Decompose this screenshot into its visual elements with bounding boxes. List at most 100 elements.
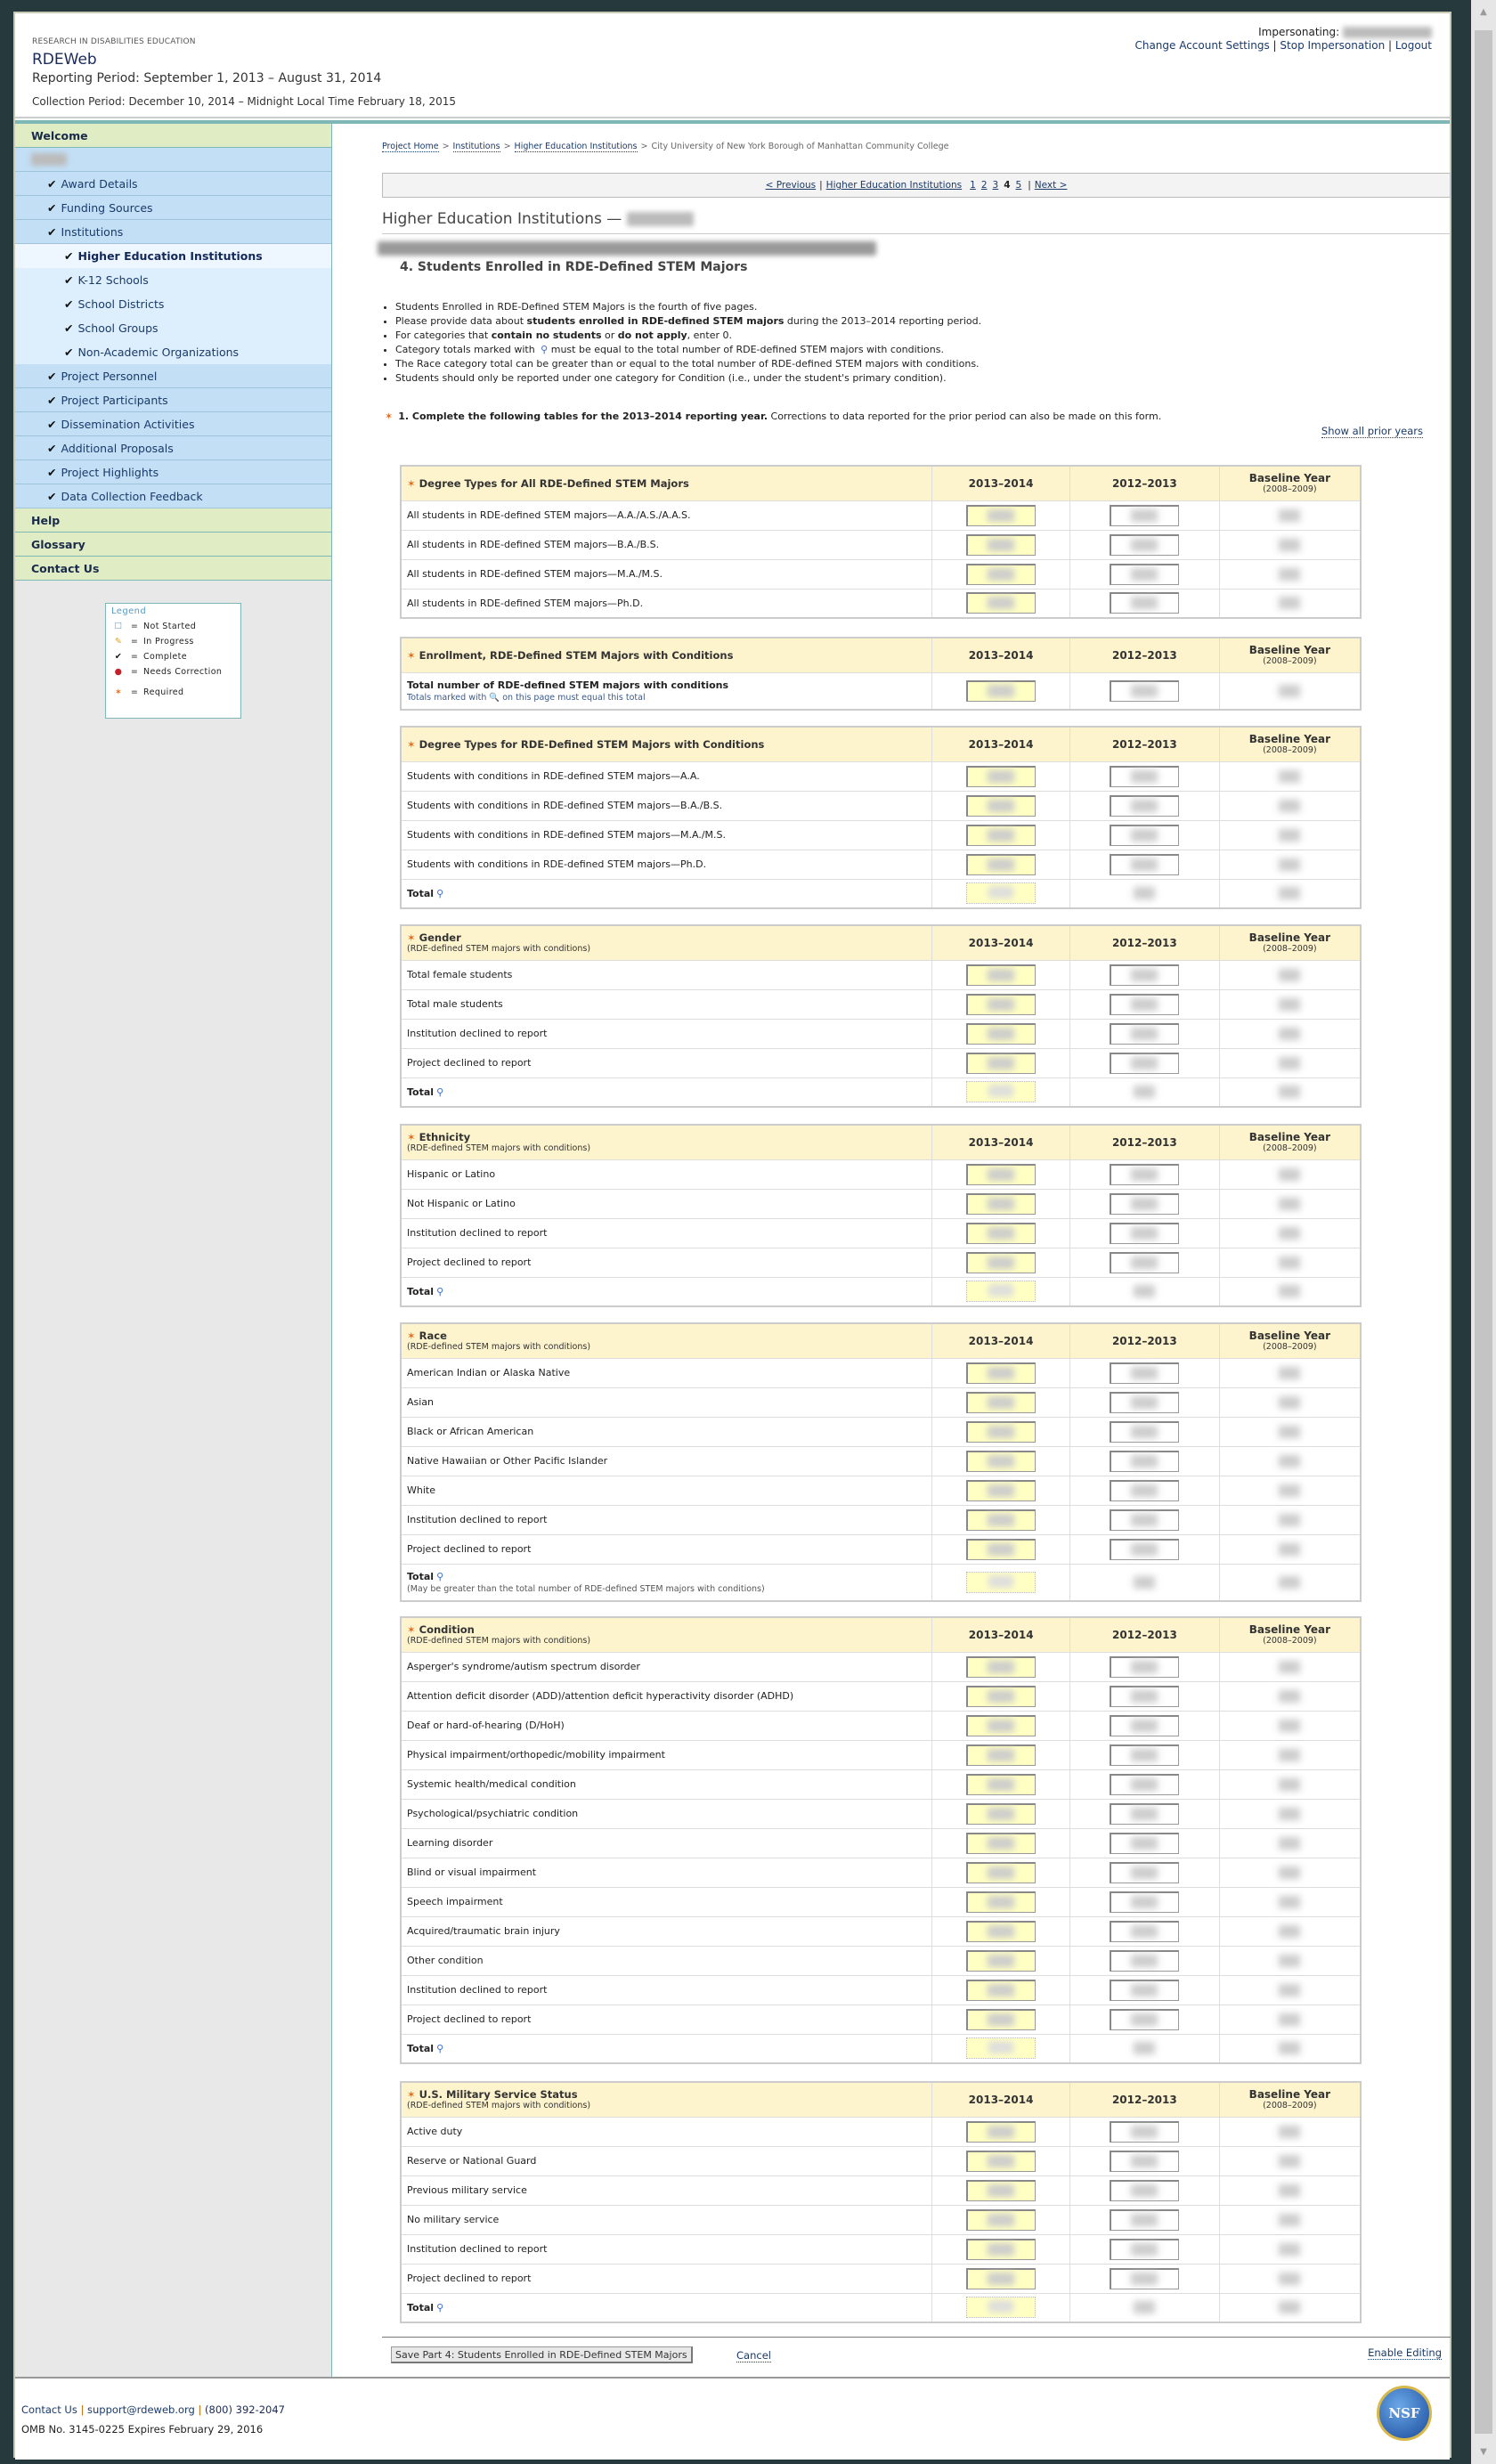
input-2013-2014[interactable]: [966, 2238, 1037, 2260]
input-2012-2013[interactable]: [1110, 2150, 1180, 2172]
page-2-link[interactable]: 2: [980, 180, 988, 191]
sidebar-item-data-collection-feedback[interactable]: ✔ Data Collection Feedback: [15, 484, 331, 508]
input-2012-2013[interactable]: [1110, 2120, 1180, 2143]
input-2013-2014[interactable]: [966, 765, 1037, 787]
input-2012-2013[interactable]: [1110, 1714, 1180, 1736]
input-2013-2014[interactable]: [966, 824, 1037, 846]
input-2013-2014[interactable]: [966, 1949, 1037, 1972]
input-2013-2014[interactable]: [966, 1655, 1037, 1678]
input-2012-2013[interactable]: [1110, 1979, 1180, 2001]
input-2013-2014[interactable]: [966, 1979, 1037, 2001]
input-2013-2014[interactable]: [966, 1192, 1037, 1215]
breadcrumb-higher-education-institutions[interactable]: Higher Education Institutions: [514, 142, 638, 152]
input-2012-2013[interactable]: [1110, 1022, 1180, 1045]
input-2012-2013[interactable]: [1110, 592, 1180, 614]
input-2012-2013[interactable]: [1110, 563, 1180, 585]
input-2012-2013[interactable]: [1110, 1949, 1180, 1972]
input-2012-2013[interactable]: [1110, 2238, 1180, 2260]
section-link[interactable]: Higher Education Institutions: [825, 180, 963, 191]
input-2012-2013[interactable]: [1110, 1655, 1180, 1678]
input-2013-2014[interactable]: [966, 1391, 1037, 1413]
input-2012-2013[interactable]: [1110, 1222, 1180, 1244]
input-2013-2014[interactable]: [966, 1052, 1037, 1074]
input-2012-2013[interactable]: [1110, 1362, 1180, 1384]
sidebar-help[interactable]: Help: [15, 508, 331, 533]
enable-editing-link[interactable]: Enable Editing: [1368, 2346, 1442, 2360]
breadcrumb-project-home[interactable]: Project Home: [382, 142, 439, 152]
input-2013-2014[interactable]: [966, 1420, 1037, 1443]
input-2012-2013[interactable]: [1110, 1861, 1180, 1883]
input-2012-2013[interactable]: [1110, 1832, 1180, 1854]
input-2013-2014[interactable]: [966, 533, 1037, 556]
sidebar-item-institutions[interactable]: ✔ Institutions: [15, 220, 331, 244]
sidebar-item-non-academic-organizations[interactable]: ✔ Non-Academic Organizations: [15, 340, 331, 364]
input-2013-2014[interactable]: [966, 1685, 1037, 1707]
input-2013-2014[interactable]: [966, 679, 1037, 702]
scrollbar-thumb[interactable]: [1475, 30, 1492, 2434]
input-2012-2013[interactable]: [1110, 1479, 1180, 1501]
input-2012-2013[interactable]: [1110, 1508, 1180, 1531]
input-2013-2014[interactable]: [966, 1508, 1037, 1531]
input-2012-2013[interactable]: [1110, 1744, 1180, 1766]
footer-contact-us-link[interactable]: Contact Us: [21, 2403, 77, 2416]
sidebar-contact-us[interactable]: Contact Us: [15, 557, 331, 581]
input-2013-2014[interactable]: [966, 853, 1037, 875]
sidebar-item-project-participants[interactable]: ✔ Project Participants: [15, 388, 331, 412]
input-2013-2014[interactable]: [966, 2150, 1037, 2172]
input-2012-2013[interactable]: [1110, 1773, 1180, 1795]
input-2013-2014[interactable]: [966, 1538, 1037, 1560]
input-2012-2013[interactable]: [1110, 504, 1180, 526]
input-2012-2013[interactable]: [1110, 824, 1180, 846]
input-2013-2014[interactable]: [966, 504, 1037, 526]
input-2013-2014[interactable]: [966, 1832, 1037, 1854]
input-2012-2013[interactable]: [1110, 2267, 1180, 2289]
input-2012-2013[interactable]: [1110, 964, 1180, 986]
input-2012-2013[interactable]: [1110, 1163, 1180, 1185]
input-2013-2014[interactable]: [966, 964, 1037, 986]
scroll-down-arrow-icon[interactable]: ▼: [1480, 2447, 1487, 2457]
input-2012-2013[interactable]: [1110, 2208, 1180, 2231]
page-3-link[interactable]: 3: [992, 180, 999, 191]
input-2013-2014[interactable]: [966, 1163, 1037, 1185]
input-2013-2014[interactable]: [966, 1362, 1037, 1384]
sidebar-item-project-personnel[interactable]: ✔ Project Personnel: [15, 364, 331, 388]
sidebar-glossary[interactable]: Glossary: [15, 533, 331, 557]
input-2013-2014[interactable]: [966, 2120, 1037, 2143]
input-2013-2014[interactable]: [966, 1714, 1037, 1736]
input-2013-2014[interactable]: [966, 1920, 1037, 1942]
input-2012-2013[interactable]: [1110, 679, 1180, 702]
input-2012-2013[interactable]: [1110, 2008, 1180, 2030]
sidebar-item-k-12-schools[interactable]: ✔ K-12 Schools: [15, 268, 331, 292]
sidebar-welcome[interactable]: Welcome: [15, 124, 331, 148]
save-button[interactable]: Save Part 4: Students Enrolled in RDE-De…: [391, 2346, 693, 2363]
input-2013-2014[interactable]: [966, 794, 1037, 817]
input-2012-2013[interactable]: [1110, 1538, 1180, 1560]
sidebar-item-additional-proposals[interactable]: ✔ Additional Proposals: [15, 436, 331, 460]
input-2013-2014[interactable]: [966, 1022, 1037, 1045]
scroll-up-arrow-icon[interactable]: ▲: [1480, 7, 1487, 17]
input-2012-2013[interactable]: [1110, 533, 1180, 556]
next-page-link[interactable]: Next >: [1034, 180, 1068, 191]
cancel-link[interactable]: Cancel: [736, 2349, 771, 2362]
footer-email-link[interactable]: support@rdeweb.org: [87, 2403, 195, 2416]
input-2013-2014[interactable]: [966, 2267, 1037, 2289]
breadcrumb-institutions[interactable]: Institutions: [452, 142, 500, 152]
input-2012-2013[interactable]: [1110, 1891, 1180, 1913]
input-2013-2014[interactable]: [966, 993, 1037, 1015]
show-all-prior-years-link[interactable]: Show all prior years: [1321, 425, 1423, 438]
input-2013-2014[interactable]: [966, 1891, 1037, 1913]
input-2013-2014[interactable]: [966, 1479, 1037, 1501]
input-2013-2014[interactable]: [966, 1773, 1037, 1795]
page-scrollbar[interactable]: ▲ ▼: [1471, 0, 1496, 2464]
sidebar-item-school-groups[interactable]: ✔ School Groups: [15, 316, 331, 340]
sidebar-item-project-highlights[interactable]: ✔ Project Highlights: [15, 460, 331, 484]
page-1-link[interactable]: 1: [970, 180, 976, 191]
input-2013-2014[interactable]: [966, 1450, 1037, 1472]
input-2012-2013[interactable]: [1110, 993, 1180, 1015]
input-2013-2014[interactable]: [966, 2179, 1037, 2201]
input-2013-2014[interactable]: [966, 1802, 1037, 1825]
input-2013-2014[interactable]: [966, 1251, 1037, 1273]
previous-page-link[interactable]: < Previous: [765, 180, 817, 191]
input-2012-2013[interactable]: [1110, 794, 1180, 817]
input-2012-2013[interactable]: [1110, 1391, 1180, 1413]
